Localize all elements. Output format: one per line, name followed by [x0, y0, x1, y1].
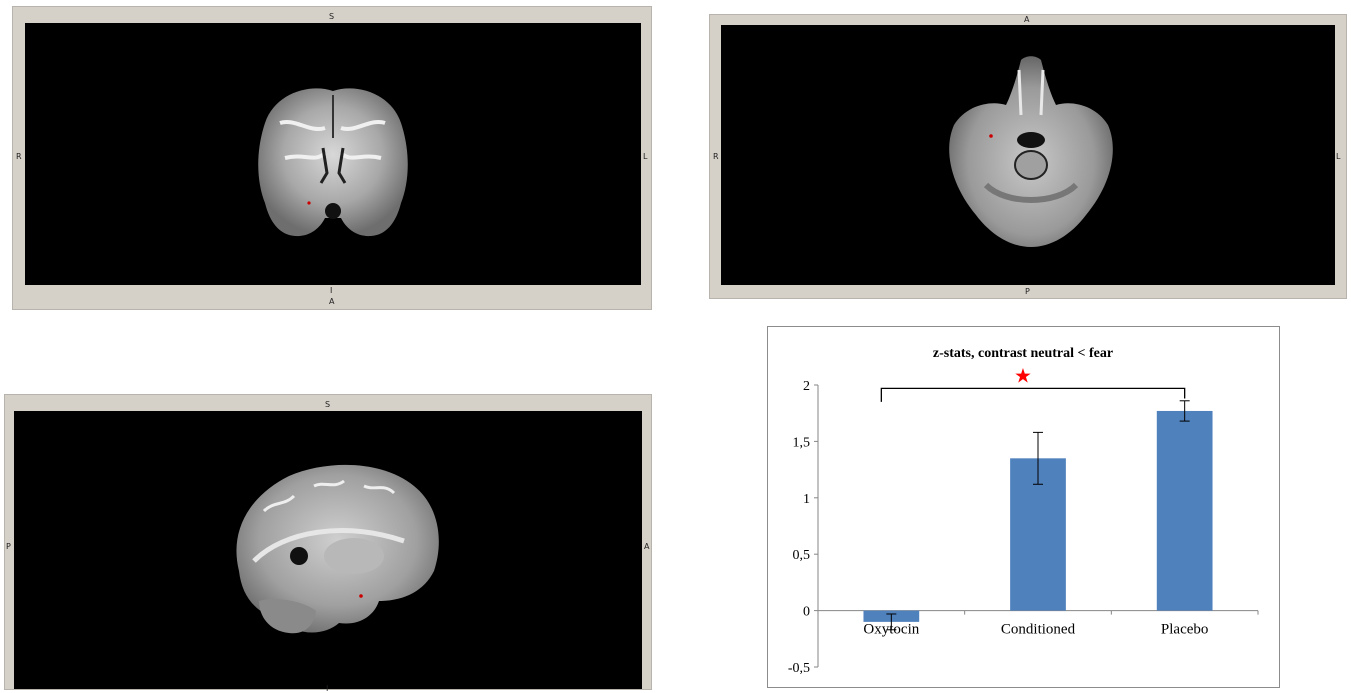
chart-title: z-stats, contrast neutral < fear [933, 346, 1113, 361]
sagittal-label-top: S [325, 400, 331, 409]
y-tick-label: 1 [803, 492, 810, 507]
sagittal-canvas[interactable] [14, 411, 642, 689]
coronal-viewer[interactable]: S I A R L [12, 6, 652, 310]
significance-star: ★ [1014, 363, 1032, 387]
x-tick-label: Placebo [1161, 622, 1208, 638]
y-tick-label: 0,5 [793, 548, 811, 563]
axial-brain-slice [949, 56, 1113, 247]
significance-bracket [880, 387, 1186, 402]
sagittal-activation-marker [359, 594, 363, 598]
coronal-label-top: S [329, 12, 335, 21]
sagittal-label-bottom: I [326, 684, 329, 693]
y-tick-label: 2 [803, 379, 810, 394]
chart-bars [863, 400, 1213, 631]
coronal-label-bottom: A [329, 297, 335, 306]
coronal-label-left: R [16, 152, 22, 161]
coronal-activation-marker [307, 201, 311, 205]
axial-activation-marker [989, 134, 993, 138]
y-tick-label: 1,5 [793, 435, 811, 450]
axial-label-right: L [1336, 152, 1341, 161]
coronal-canvas[interactable] [25, 23, 641, 285]
chart-labels: 2 1,5 1 0,5 0 -0,5 Oxytocin Conditioned Placebo ★ [788, 363, 1209, 676]
sagittal-brain-slice [236, 464, 439, 634]
x-tick-label: Conditioned [1001, 622, 1076, 638]
coronal-label-bottom-inner: I [330, 286, 333, 295]
sagittal-label-right: A [644, 542, 650, 551]
bar [1156, 410, 1213, 611]
axial-label-left: R [713, 152, 719, 161]
coronal-label-right: L [643, 152, 648, 161]
axial-label-top: A [1024, 15, 1030, 24]
x-tick-label: Oxytocin [863, 622, 919, 638]
sagittal-viewer[interactable]: S I P A [4, 394, 652, 693]
bar-chart-svg: z-stats, contrast neutral < fear 2 1,5 1 0,… [788, 346, 1259, 676]
sagittal-label-left: P [6, 542, 11, 551]
axial-viewer[interactable]: A P R L [709, 14, 1347, 299]
coronal-brain-slice [258, 88, 408, 237]
y-tick-label: 0 [803, 605, 810, 620]
y-tick-label: -0,5 [788, 661, 810, 676]
bar-chart: z-stats, contrast neutral < fear 2 1,5 1 0,… [767, 326, 1280, 688]
axial-label-bottom: P [1025, 287, 1030, 296]
axial-canvas[interactable] [721, 25, 1335, 285]
